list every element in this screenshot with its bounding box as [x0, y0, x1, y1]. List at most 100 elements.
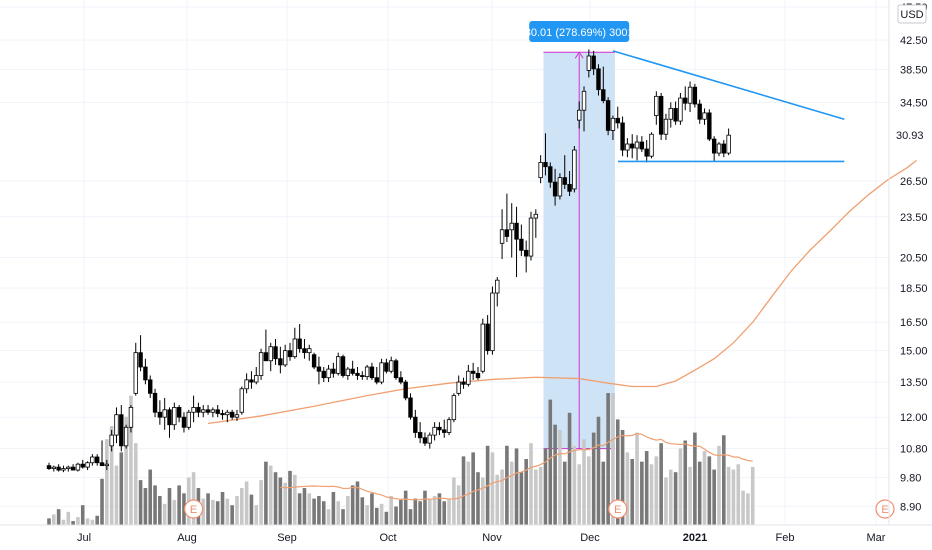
- candle: [581, 86, 587, 132]
- volume-bar: [712, 469, 716, 525]
- x-tick-label: Aug: [177, 532, 197, 544]
- candle: [46, 462, 52, 471]
- volume-bar: [350, 485, 355, 525]
- volume-bar: [331, 492, 336, 525]
- volume-bar: [722, 435, 726, 525]
- candle: [605, 97, 611, 136]
- candle: [85, 461, 90, 471]
- candle: [254, 367, 259, 385]
- volume-bar: [76, 517, 80, 525]
- candle: [548, 162, 553, 188]
- x-tick-label: Feb: [776, 532, 795, 544]
- candle: [470, 362, 476, 380]
- candle: [384, 358, 389, 374]
- candle: [80, 459, 85, 469]
- price-axis[interactable]: 47.5042.5038.5034.5030.9326.5023.5020.50…: [888, 0, 932, 525]
- candle: [610, 115, 616, 141]
- earnings-marker[interactable]: E: [184, 499, 204, 519]
- candle: [258, 348, 264, 380]
- volume-bar: [693, 432, 697, 525]
- y-tick-label: 15.00: [900, 346, 928, 358]
- volume-bar: [360, 497, 365, 525]
- candle: [707, 109, 712, 142]
- volume-bar: [601, 461, 606, 525]
- candle: [157, 400, 163, 425]
- candle: [95, 454, 100, 466]
- last-price-label: 30.93: [896, 130, 924, 142]
- candle: [634, 135, 640, 161]
- volume-bar: [215, 501, 220, 525]
- y-tick-label: 16.50: [900, 317, 928, 329]
- earnings-marker-label: E: [190, 504, 197, 516]
- earnings-marker[interactable]: E: [608, 499, 628, 519]
- volume-bar: [268, 465, 273, 525]
- volume-bar: [240, 488, 244, 525]
- x-tick-label: Dec: [580, 532, 600, 544]
- volume-bar: [548, 399, 553, 525]
- currency-label: USD: [900, 9, 923, 21]
- volume-bar: [620, 429, 625, 525]
- volume-bar: [707, 456, 712, 525]
- candle: [229, 409, 235, 420]
- candle: [196, 402, 201, 418]
- volume-bar: [394, 506, 398, 525]
- currency-badge[interactable]: [897, 4, 927, 24]
- earnings-marker[interactable]: E: [875, 499, 895, 519]
- volume-bar: [312, 498, 316, 525]
- candles: [46, 49, 731, 473]
- candle: [485, 315, 490, 355]
- volume-bar: [562, 461, 567, 525]
- candle: [282, 344, 288, 368]
- volume-bar: [90, 519, 95, 525]
- moving-average-line: [207, 159, 917, 425]
- volume-bars: [47, 393, 755, 525]
- candle: [99, 440, 105, 467]
- upper-trendline[interactable]: [612, 50, 845, 120]
- volume-bar: [678, 448, 683, 525]
- volume-bar: [138, 480, 143, 525]
- volume-bar: [66, 511, 71, 525]
- volume-bar: [717, 445, 721, 525]
- candle: [335, 352, 341, 376]
- candle: [442, 419, 447, 438]
- candle: [523, 240, 529, 273]
- candle: [437, 422, 442, 436]
- candle: [326, 364, 331, 383]
- volume-bar: [476, 472, 480, 525]
- volume-bar: [529, 443, 533, 525]
- candle: [66, 465, 71, 472]
- candle: [552, 168, 558, 206]
- time-axis[interactable]: Jul Aug Sep Oct Nov Dec 2021 Feb Mar: [0, 524, 932, 544]
- candle: [639, 136, 645, 153]
- x-tick-label: Oct: [379, 532, 396, 544]
- candle: [413, 409, 418, 438]
- y-tick-label: 10.80: [900, 444, 928, 456]
- trendlines[interactable]: [612, 50, 845, 163]
- volume-bar: [514, 448, 519, 525]
- volume-bar: [326, 509, 331, 525]
- y-tick-label: 18.50: [900, 283, 928, 295]
- volume-bar: [596, 416, 601, 525]
- candle: [176, 405, 182, 423]
- candle: [143, 358, 148, 385]
- candle: [499, 209, 505, 259]
- volume-bar: [191, 472, 196, 525]
- volume-bar: [124, 416, 128, 525]
- volume-bar: [244, 481, 249, 525]
- candle: [167, 407, 172, 438]
- volume-bar: [278, 477, 283, 525]
- measure-label-text: 30.01 (278.69%) 3001: [525, 27, 634, 39]
- candle: [451, 393, 457, 423]
- volume-bar: [538, 466, 543, 525]
- candle: [683, 86, 688, 111]
- volume-bar: [534, 469, 538, 525]
- candle: [726, 128, 731, 156]
- volume-bar: [582, 439, 586, 525]
- volume-bar: [558, 429, 562, 525]
- candle: [109, 429, 114, 452]
- candle: [316, 356, 322, 385]
- volume-bar: [456, 485, 461, 525]
- volume-bar: [283, 482, 287, 525]
- volume-bar: [427, 498, 432, 525]
